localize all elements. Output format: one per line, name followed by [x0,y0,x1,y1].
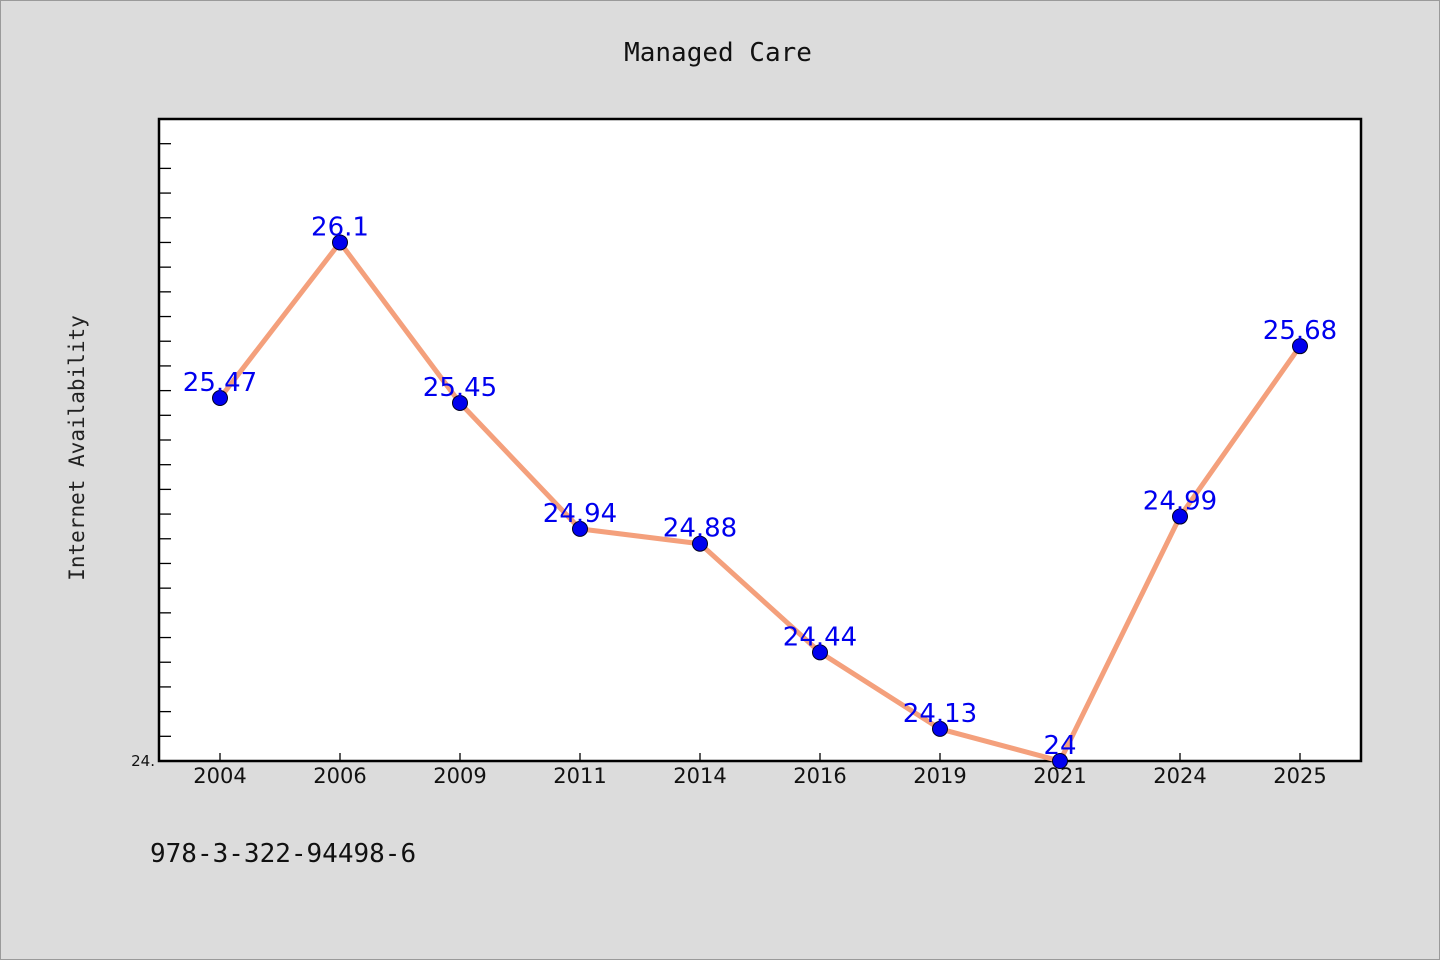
data-point [452,394,468,411]
series-markers [212,234,1308,769]
data-point [572,520,588,537]
x-tick-label: 2024 [1153,764,1206,788]
data-label: 24.44 [783,622,857,652]
data-point [812,644,828,661]
data-label: 24.99 [1143,487,1217,517]
x-tick-label: 2009 [433,764,486,788]
data-point [932,720,948,737]
x-tick-label: 2019 [913,764,966,788]
data-label: 24 [1043,731,1076,761]
x-tick-label: 2025 [1273,764,1326,788]
data-point [692,535,708,552]
data-labels: 25.47 26.1 25.45 24.94 24.88 24.44 24.13 24 24.9… [183,212,1337,761]
data-label: 24.94 [543,499,617,529]
x-tick-label: 2004 [193,764,246,788]
data-label: 24.88 [663,514,737,544]
series-line [218,239,1303,764]
data-label: 24.13 [903,699,977,729]
data-point [1172,508,1188,525]
data-point [332,234,348,251]
data-label: 25.47 [183,368,257,398]
x-tick-label: 2011 [553,764,606,788]
x-tick-label: 2016 [793,764,846,788]
y-tick-label: 24. [131,752,155,770]
x-axis-ticks: 2004 2006 2009 2011 2014 2016 2019 2021 2024 2025 [193,753,1327,788]
data-label: 25.68 [1263,316,1337,346]
data-label: 25.45 [423,373,497,403]
series-line-group [218,239,1303,764]
x-tick-label: 2006 [313,764,366,788]
y-axis-ticks [159,143,171,737]
plot-area [157,117,1363,763]
data-point [1292,338,1308,355]
isbn-footer: 978-3-322-94498-6 [150,839,416,869]
data-label: 26.1 [311,212,369,242]
data-point [1052,753,1068,769]
chart-title: Managed Care [624,38,812,68]
x-tick-label: 2014 [673,764,726,788]
y-axis-label: Internet Availability [65,315,89,581]
data-point [212,390,228,407]
